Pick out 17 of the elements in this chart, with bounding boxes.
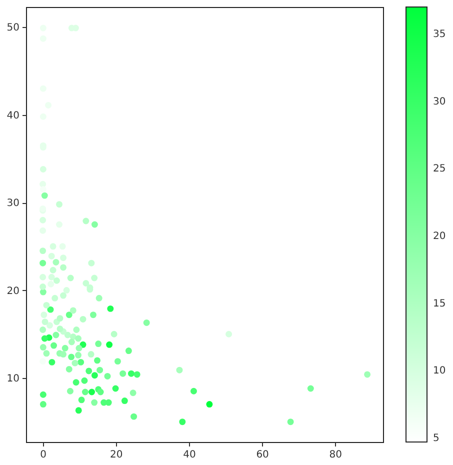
- color-bar-label: 10: [433, 366, 446, 377]
- y-tick-label: 50: [6, 22, 20, 34]
- y-tick-label: 40: [6, 110, 20, 122]
- y-tick-label: 10: [6, 373, 20, 384]
- y-tick-label: 20: [6, 286, 20, 297]
- x-tick-label: 20: [110, 450, 123, 460]
- x-tick-label: 80: [329, 450, 342, 460]
- color-bar-label: 20: [433, 230, 446, 242]
- x-tick-label: 60: [256, 450, 269, 460]
- x-tick-label: 0: [40, 450, 46, 460]
- color-bar-label: 15: [433, 298, 446, 310]
- x-tick-label: 40: [183, 450, 196, 460]
- color-bar-label: 35: [433, 28, 446, 40]
- color-bar-label: 25: [433, 164, 446, 175]
- color-bar-label: 30: [433, 96, 446, 108]
- color-bar-label: 5: [433, 432, 440, 444]
- y-tick-label: 30: [6, 198, 20, 210]
